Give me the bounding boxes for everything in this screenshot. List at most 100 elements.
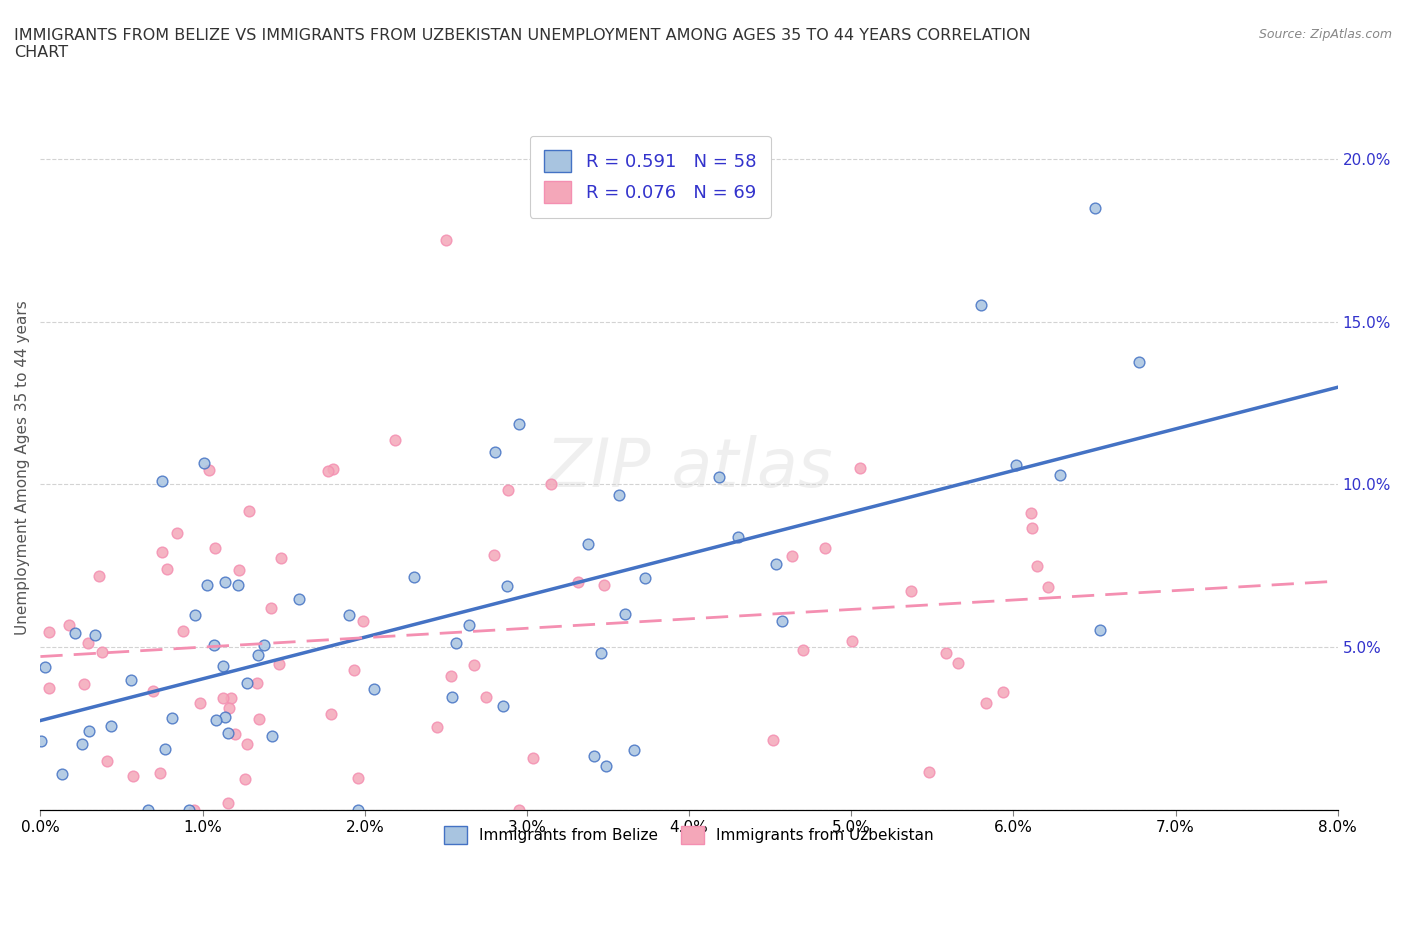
Point [496,579,519,594]
Text: IMMIGRANTS FROM BELIZE VS IMMIGRANTS FROM UZBEKISTAN UNEMPLOYMENT AMONG AGES 35 : IMMIGRANTS FROM BELIZE VS IMMIGRANTS FRO… [14,28,1031,60]
Point [212,690,235,705]
Point [183,802,205,817]
Point [591,645,613,660]
Point [770,613,793,628]
Point [946,656,969,671]
Point [482,547,505,562]
Point [142,684,165,698]
Point [76,636,98,651]
Point [30,733,52,748]
Point [233,772,256,787]
Point [540,477,562,492]
Point [492,698,515,713]
Point [91,644,114,659]
Point [434,233,457,248]
Point [322,462,344,477]
Point [84,627,107,642]
Point [162,711,184,725]
Point [247,648,270,663]
Point [150,544,173,559]
Point [935,645,957,660]
Point [765,557,787,572]
Point [193,456,215,471]
Point [346,771,368,786]
Point [458,618,481,632]
Point [63,626,86,641]
Point [183,607,205,622]
Point [484,445,506,459]
Point [633,571,655,586]
Point [792,643,814,658]
Text: Source: ZipAtlas.com: Source: ZipAtlas.com [1258,28,1392,41]
Point [96,753,118,768]
Point [352,614,374,629]
Point [150,473,173,488]
Point [38,680,60,695]
Point [475,689,498,704]
Point [814,541,837,556]
Point [217,725,239,740]
Point [918,764,941,779]
Text: ZIP atlas: ZIP atlas [546,435,832,501]
Point [77,724,100,738]
Point [1038,579,1060,594]
Point [623,743,645,758]
Point [51,766,73,781]
Point [179,802,201,817]
Point [727,529,749,544]
Point [202,637,225,652]
Point [236,737,259,751]
Point [38,625,60,640]
Legend: Immigrants from Belize, Immigrants from Uzbekistan: Immigrants from Belize, Immigrants from … [432,814,946,857]
Point [121,768,143,783]
Y-axis label: Unemployment Among Ages 35 to 44 years: Unemployment Among Ages 35 to 44 years [15,300,30,635]
Point [1090,623,1112,638]
Point [149,765,172,780]
Point [204,540,226,555]
Point [762,733,785,748]
Point [508,416,530,431]
Point [262,728,284,743]
Point [337,607,360,622]
Point [247,711,270,726]
Point [426,720,449,735]
Point [970,298,993,312]
Point [246,676,269,691]
Point [217,796,239,811]
Point [153,741,176,756]
Point [1128,355,1150,370]
Point [235,675,257,690]
Point [993,684,1015,699]
Point [70,737,93,751]
Point [270,551,292,565]
Point [316,464,339,479]
Point [384,432,406,447]
Point [849,460,872,475]
Point [172,623,194,638]
Point [841,633,863,648]
Point [609,487,631,502]
Point [166,525,188,540]
Point [1025,559,1047,574]
Point [197,462,219,477]
Point [1083,201,1105,216]
Point [218,700,240,715]
Point [402,569,425,584]
Point [441,689,464,704]
Point [238,503,260,518]
Point [614,607,637,622]
Point [522,751,544,765]
Point [343,663,366,678]
Point [195,578,218,592]
Point [228,563,250,578]
Point [496,483,519,498]
Point [190,696,212,711]
Point [219,691,242,706]
Point [205,712,228,727]
Point [226,578,249,592]
Point [319,706,342,721]
Point [214,575,236,590]
Point [267,657,290,671]
Point [1049,468,1071,483]
Point [211,658,233,673]
